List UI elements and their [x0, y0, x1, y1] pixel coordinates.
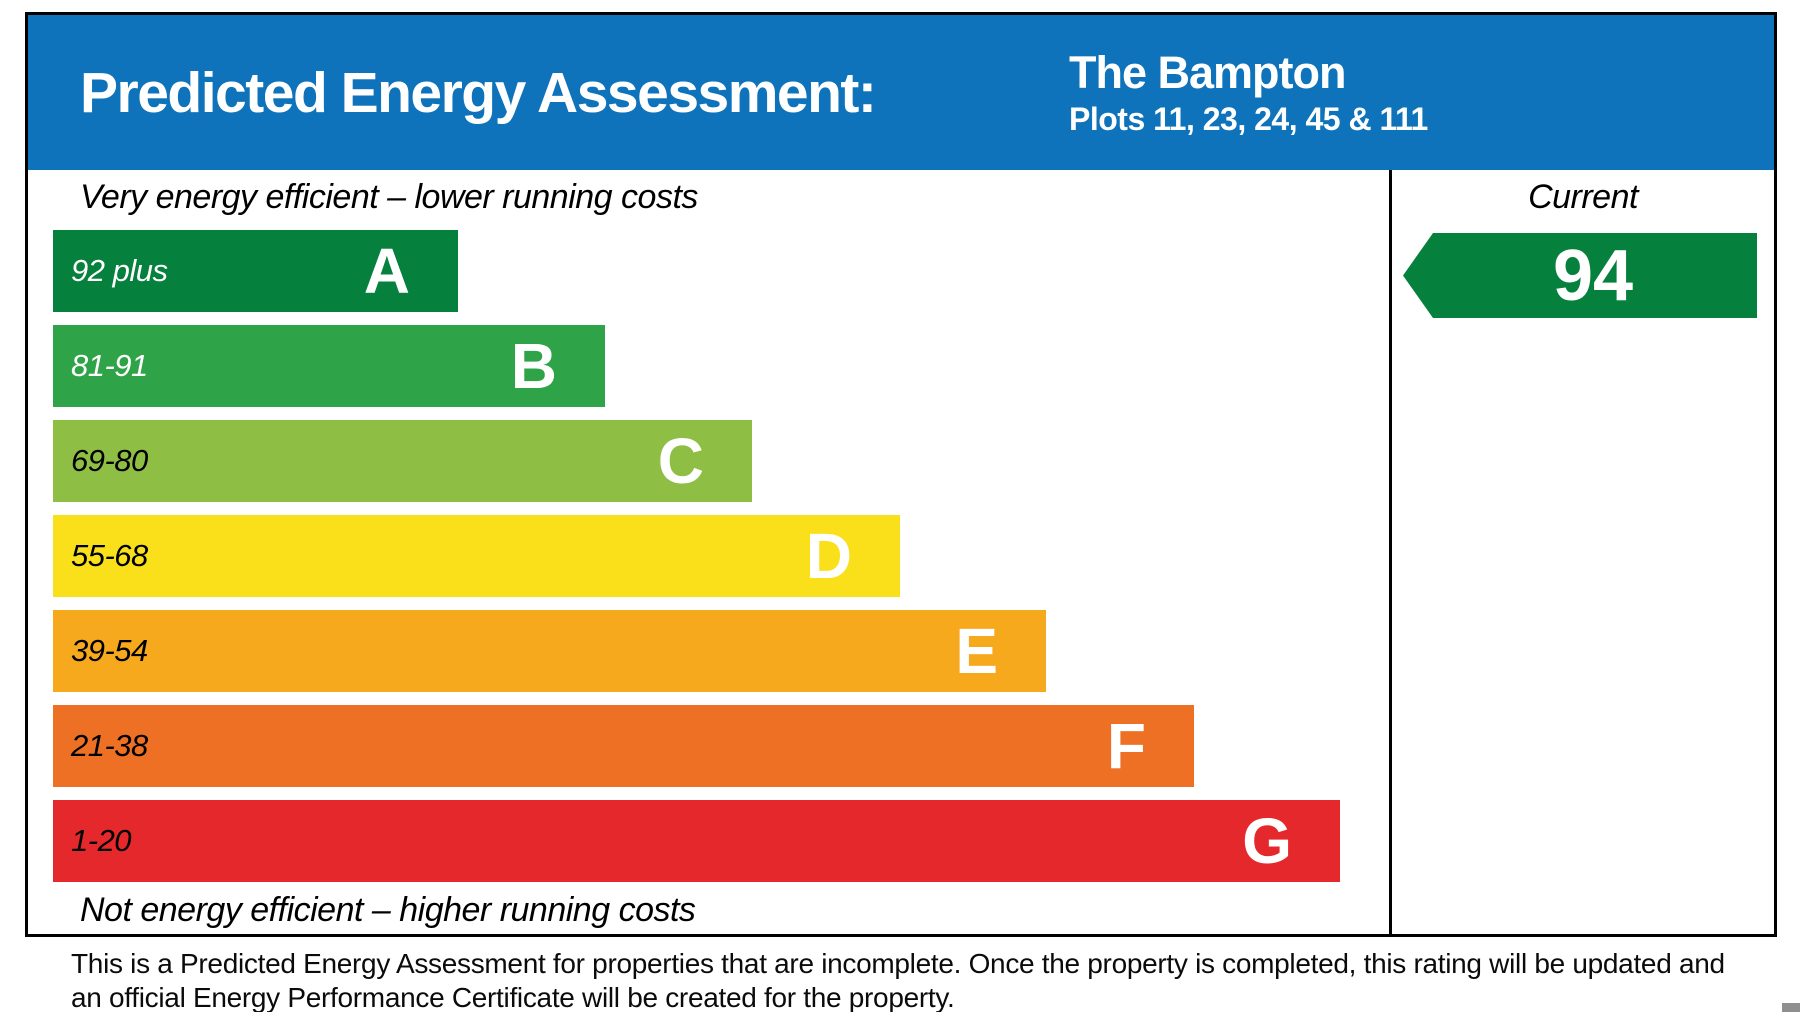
property-block: The Bampton Plots 11, 23, 24, 45 & 111	[1069, 47, 1428, 139]
current-rating-arrow: 94	[1403, 233, 1757, 318]
caption-not-efficient: Not energy efficient – higher running co…	[80, 891, 696, 929]
band-row-a: 92 plus A	[53, 230, 458, 312]
footer-disclaimer: This is a Predicted Energy Assessment fo…	[71, 948, 1725, 1012]
band-range-label: 92 plus	[71, 253, 168, 288]
band-letter: A	[363, 235, 410, 307]
band-range-label: 1-20	[71, 823, 132, 858]
property-plots: Plots 11, 23, 24, 45 & 111	[1069, 101, 1428, 137]
band-row-d: 55-68 D	[53, 515, 900, 597]
band-range-label: 81-91	[71, 348, 148, 383]
current-column: Current 94	[1392, 15, 1774, 934]
band-letter: G	[1242, 805, 1292, 877]
epc-chart-box: Predicted Energy Assessment: The Bampton…	[25, 12, 1777, 937]
current-column-header: Current	[1528, 178, 1638, 216]
band-range-label: 39-54	[71, 633, 148, 668]
band-range-label: 55-68	[71, 538, 148, 573]
property-name: The Bampton	[1069, 47, 1346, 98]
band-row-e: 39-54 E	[53, 610, 1046, 692]
band-range-label: 21-38	[71, 728, 148, 763]
band-letter: D	[805, 520, 852, 592]
caption-very-efficient: Very energy efficient – lower running co…	[80, 178, 698, 216]
band-range-label: 69-80	[71, 443, 148, 478]
band-row-c: 69-80 C	[53, 420, 752, 502]
band-letter: F	[1106, 710, 1146, 782]
band-letter: E	[955, 615, 998, 687]
current-rating-value: 94	[1552, 235, 1634, 316]
pea-header: Predicted Energy Assessment: The Bampton…	[28, 15, 1774, 170]
scrollbar-fragment[interactable]	[1782, 1003, 1800, 1012]
column-divider	[1389, 170, 1392, 934]
band-letter: B	[510, 330, 557, 402]
page-title: Predicted Energy Assessment:	[80, 60, 877, 125]
band-letter: C	[657, 425, 704, 497]
band-row-g: 1-20 G	[53, 800, 1340, 882]
band-row-b: 81-91 B	[53, 325, 605, 407]
band-row-f: 21-38 F	[53, 705, 1194, 787]
